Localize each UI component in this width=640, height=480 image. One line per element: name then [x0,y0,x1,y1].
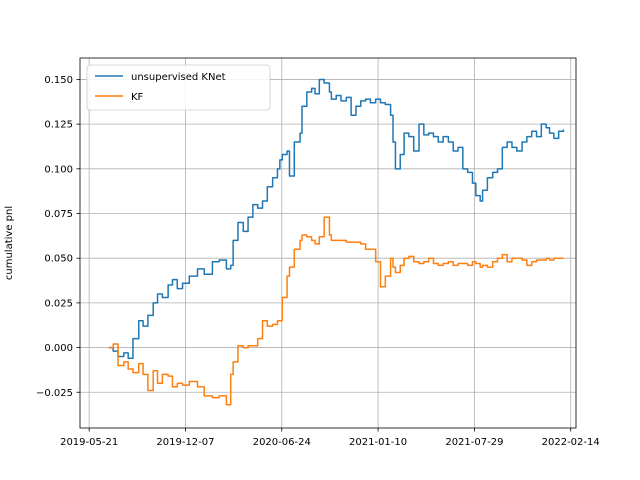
series-layer [108,78,565,406]
legend-label: KF [131,92,144,103]
series-line-kf [108,216,564,406]
y-tick-label: 0.150 [44,75,73,86]
y-tick-label: 0.100 [44,164,73,175]
legend-label: unsupervised KNet [131,72,226,83]
x-tick-label: 2022-02-14 [542,437,600,448]
x-tick-label: 2021-01-10 [349,437,407,448]
y-tick-label: 0.025 [44,298,73,309]
y-tick-label: 0.125 [44,120,73,131]
x-tick-label: 2019-12-07 [156,437,214,448]
y-tick-label: 0.000 [44,343,73,354]
plot-frame [79,57,577,429]
x-tick-label: 2020-06-24 [253,437,311,448]
y-axis: −0.025 0.000 0.025 0.050 0.075 0.100 0.125 0.15… [36,75,80,399]
series-line-knet [108,78,565,360]
x-tick-label: 2021-07-29 [445,437,503,448]
y-tick-label: 0.050 [44,254,73,265]
legend: unsupervised KNet KF [86,64,271,111]
legend-box [86,64,271,111]
x-axis: 2019-05-21 2019-12-07 2020-06-24 2021-01-10… [60,428,600,448]
y-axis-label: cumulative pnl [4,206,15,280]
y-tick-label: −0.025 [36,388,73,399]
x-tick-label: 2019-05-21 [60,437,118,448]
grid [80,58,576,428]
y-tick-label: 0.075 [44,209,73,220]
